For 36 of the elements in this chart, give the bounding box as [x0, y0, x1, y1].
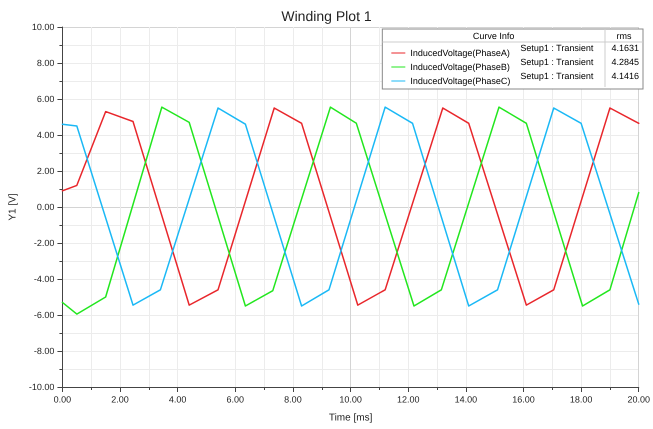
x-tick-label: 20.00: [627, 394, 650, 404]
annotation: 4.2845: [611, 57, 639, 67]
x-tick-label: 18.00: [570, 394, 592, 404]
y-tick-label: -6.00: [34, 310, 54, 320]
x-tick-label: 12.00: [396, 394, 420, 404]
y-tick-label: 10.00: [32, 22, 54, 32]
y-tick-label: -8.00: [34, 346, 54, 356]
x-tick-label: 0.00: [54, 394, 72, 404]
annotation: 4.1631: [611, 43, 639, 53]
legend-label: InducedVoltage(PhaseA): [410, 48, 510, 58]
y-tick-label: 0.00: [36, 202, 54, 212]
y-tick-label: 2.00: [36, 166, 54, 176]
y-tick-label: 6.00: [36, 94, 54, 104]
y-axis-title: Y1 [V]: [8, 193, 18, 221]
y-tick-label: 8.00: [36, 58, 54, 68]
annotation: 4.1416: [611, 71, 639, 81]
y-tick-label: -10.00: [28, 382, 54, 392]
x-tick-label: 10.00: [339, 394, 362, 404]
annotation: Setup1 : Transient: [520, 57, 594, 67]
chart-title: Winding Plot 1: [281, 8, 372, 24]
x-tick-label: 16.00: [512, 394, 535, 404]
y-tick-label: -2.00: [34, 238, 54, 248]
y-tick-label: -4.00: [34, 274, 54, 284]
annotation: Setup1 : Transient: [520, 43, 594, 53]
annotation: Curve Info: [472, 31, 514, 41]
legend-label: InducedVoltage(PhaseB): [410, 62, 510, 72]
x-tick-label: 8.00: [284, 394, 302, 404]
x-tick-label: 4.00: [168, 394, 186, 404]
y-tick-label: 4.00: [36, 130, 54, 140]
x-tick-label: 6.00: [226, 394, 244, 404]
x-tick-label: 14.00: [454, 394, 478, 404]
annotation: rms: [616, 31, 632, 41]
legend-label: InducedVoltage(PhaseC): [410, 76, 510, 86]
x-axis-title: Time [ms]: [328, 412, 373, 424]
x-tick-label: 2.00: [111, 394, 129, 404]
annotation: Setup1 : Transient: [520, 71, 594, 81]
